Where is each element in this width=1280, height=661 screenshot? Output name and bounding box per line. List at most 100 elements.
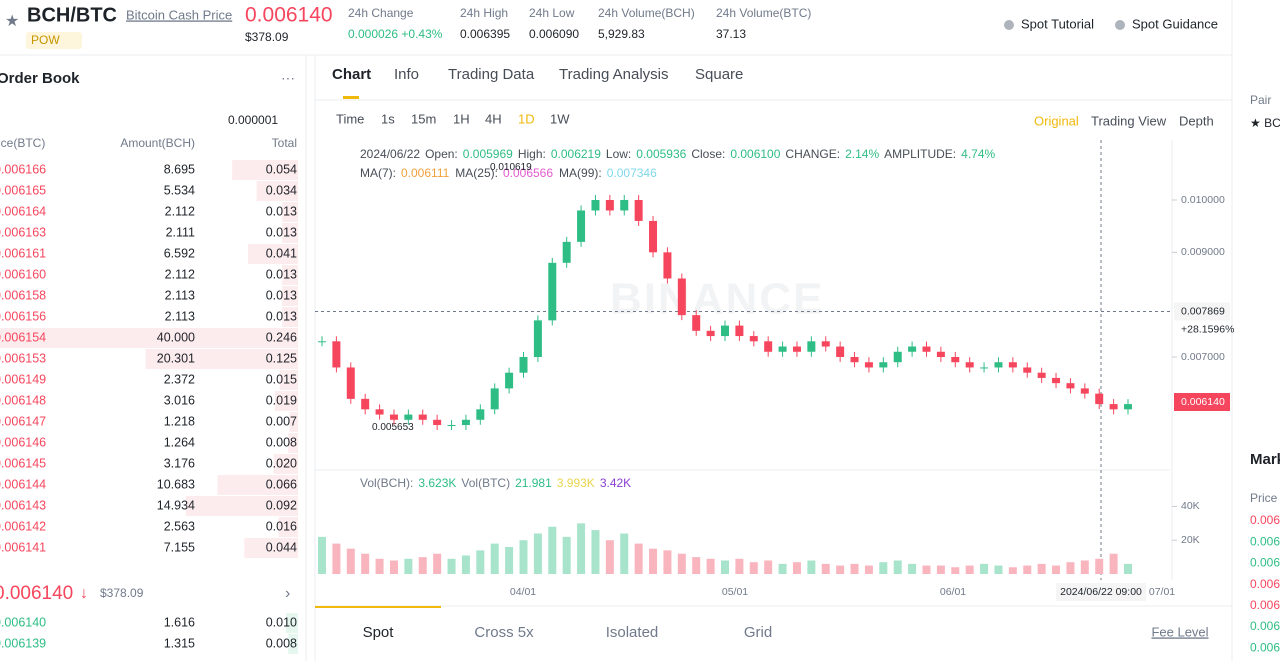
row-amount: 14.934 (157, 498, 195, 512)
chart-tab[interactable]: Info (394, 66, 419, 83)
trade-tab[interactable]: Isolated (606, 624, 659, 641)
trade-tab[interactable]: Spot (363, 624, 395, 641)
candle (346, 367, 355, 399)
volume-bar (951, 567, 960, 574)
candle (447, 425, 456, 427)
row-amount: 1.264 (164, 435, 195, 449)
volume-bar (649, 548, 658, 574)
info-date: 2024/06/22 (360, 147, 420, 161)
mid-price: 0.006140 (0, 583, 73, 604)
info-label: High: (518, 147, 546, 161)
row-amount: 2.372 (164, 372, 195, 386)
tag: POW (31, 33, 60, 47)
volume-bar (577, 523, 586, 574)
row-amount: 40.000 (157, 330, 195, 344)
candle (318, 341, 326, 343)
mid-chevron[interactable]: › (285, 585, 290, 602)
crosshair-price-bg (1174, 302, 1230, 321)
price-link[interactable]: Bitcoin Cash Price (126, 7, 232, 22)
trade-tab[interactable]: Grid (744, 624, 772, 641)
volume-bar (692, 557, 701, 574)
row-amount: 2.563 (164, 519, 195, 533)
candle (461, 419, 470, 426)
depth-bar (282, 265, 298, 285)
interval[interactable]: 4H (485, 111, 502, 126)
candle (375, 409, 384, 415)
row-total: 0.246 (266, 330, 297, 344)
row-price: 0.006145 (0, 456, 46, 470)
row-total: 0.020 (266, 456, 297, 470)
candle (936, 351, 945, 357)
candle (749, 336, 758, 342)
row-total: 0.013 (266, 267, 297, 281)
interval[interactable]: 15m (411, 111, 436, 126)
interval[interactable]: 1D (518, 111, 535, 126)
y-tick-label: 0.010000 (1181, 194, 1225, 206)
trade-tab[interactable]: Cross 5x (474, 624, 534, 641)
header-link[interactable]: Spot Guidance (1132, 16, 1218, 31)
row-price: 0.006140 (0, 615, 46, 629)
candle (821, 341, 830, 347)
depth-bar (145, 349, 298, 369)
v-tick-label: 40K (1181, 500, 1200, 512)
volume-bar (418, 557, 427, 574)
x-tick-label: 07/01 (1149, 586, 1175, 598)
depth-bar (273, 454, 298, 474)
stat-value: 0.000026 +0.43% (348, 27, 443, 41)
depth-bar (185, 496, 298, 516)
pair: BCH/BTC (27, 4, 117, 26)
chart-tab[interactable]: Trading Data (448, 66, 535, 83)
interval[interactable]: 1W (550, 111, 570, 126)
row-price: 0.006163 (0, 225, 46, 239)
volume-bar (908, 563, 917, 574)
more[interactable]: ··· (281, 70, 295, 86)
volume-bar (634, 543, 643, 574)
vol-legend: Vol(BCH): (360, 476, 413, 490)
depth-bar (285, 613, 298, 633)
candle (764, 341, 773, 352)
view[interactable]: Depth (1179, 113, 1214, 128)
interval[interactable]: 1s (381, 111, 395, 126)
last-price-label: 0.006140 (1181, 396, 1225, 408)
interval[interactable]: 1H (453, 111, 470, 126)
header-link[interactable]: Spot Tutorial (1021, 16, 1094, 31)
volume-bar (433, 553, 442, 574)
view[interactable]: Trading View (1091, 113, 1167, 128)
candle (476, 409, 485, 420)
ma-label: MA(99): (559, 166, 602, 180)
depth-bar (244, 538, 298, 558)
side-price: 0.006 (1250, 598, 1280, 612)
volume-bar (792, 562, 801, 574)
row-total: 0.013 (266, 309, 297, 323)
info-value: 4.74% (961, 147, 995, 161)
high-label: 0.010619 (490, 162, 532, 173)
stat-value: 0.006090 (529, 27, 579, 41)
row-price: 0.006149 (0, 372, 46, 386)
candle (706, 330, 715, 337)
depth-bar (288, 433, 298, 453)
y-tick-label: 0.009000 (1181, 246, 1225, 258)
row-price: 0.006148 (0, 393, 46, 407)
col-total: Total (272, 136, 297, 150)
view[interactable]: Original (1034, 113, 1079, 128)
volume-bar (778, 563, 787, 574)
candle (1008, 362, 1017, 368)
price-usd: $378.09 (245, 30, 289, 44)
chart-tab[interactable]: Chart (332, 66, 371, 83)
fee-level[interactable]: Fee Level (1151, 624, 1208, 639)
candle (864, 362, 873, 368)
stat-label: 24h Volume(BTC) (716, 6, 811, 20)
chart-tab[interactable]: Trading Analysis (559, 66, 669, 83)
side-label: Pair (1250, 93, 1271, 107)
volume-bar (1037, 563, 1046, 574)
row-total: 0.019 (266, 393, 297, 407)
chart-tab[interactable]: Square (695, 66, 743, 83)
candle (332, 341, 341, 368)
precision[interactable]: 0.000001 (228, 113, 278, 127)
volume-bar (807, 560, 816, 574)
row-total: 0.008 (266, 636, 297, 650)
volume-bar (980, 563, 989, 574)
favorite-star[interactable]: ★ (5, 13, 19, 30)
trade-indicator (315, 606, 441, 608)
volume-bar (1109, 553, 1118, 574)
